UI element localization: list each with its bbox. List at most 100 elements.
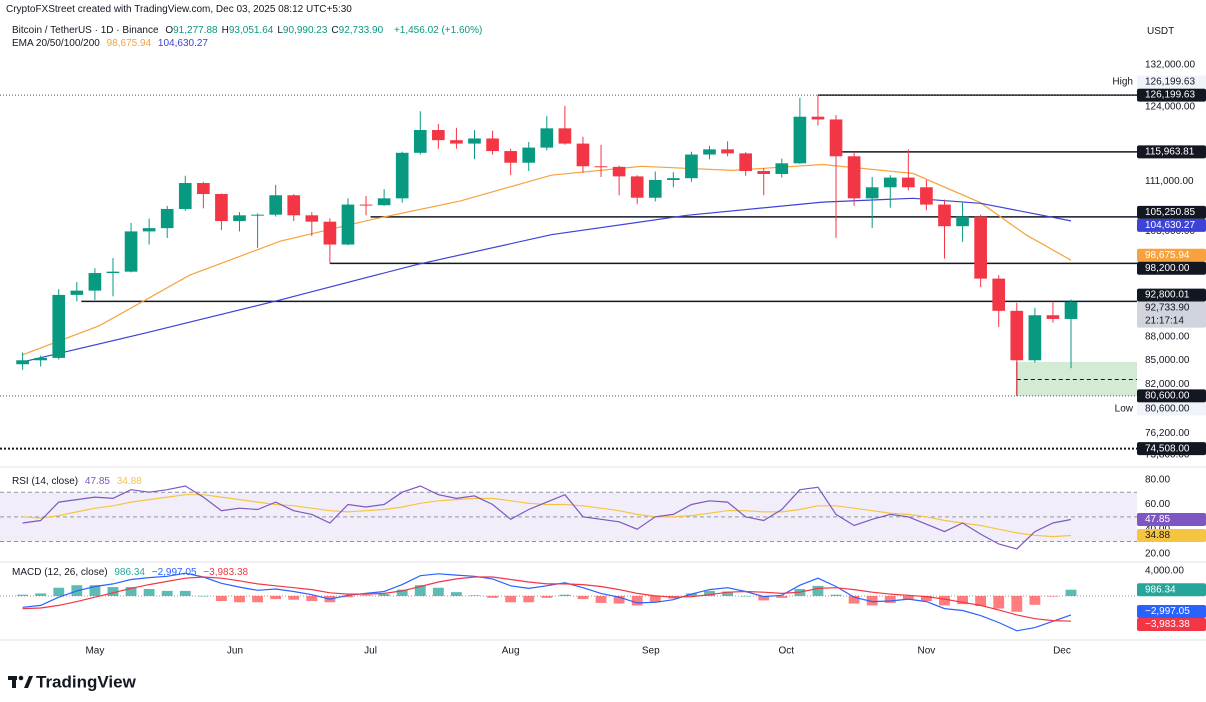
candle-body — [359, 204, 373, 206]
price-label: 105,250.85 — [1145, 207, 1195, 218]
price-label-box — [1137, 442, 1206, 456]
price-label-box — [1137, 288, 1206, 302]
candle-body — [793, 116, 807, 164]
candle-body — [1028, 315, 1042, 361]
signal-value-label: −3,983.38 — [1145, 619, 1190, 630]
candle-body — [142, 228, 156, 232]
extreme-name: Low — [1115, 404, 1134, 415]
y-tick-label: 132,000.00 — [1145, 60, 1195, 71]
macd-histogram-bar — [595, 595, 607, 603]
macd-histogram-bar — [957, 595, 968, 605]
macd-histogram-bar — [902, 595, 914, 600]
macd-histogram-bar — [360, 595, 372, 596]
macd-tick-label: 4,000.00 — [1145, 565, 1184, 576]
macd-histogram-bar — [197, 595, 209, 597]
candle-body — [576, 143, 590, 167]
candle-body — [703, 149, 716, 155]
ohlc-key: H — [221, 25, 229, 36]
ema-value: 98,675.94 — [106, 38, 152, 49]
y-tick-label: 73,800.00 — [1145, 450, 1190, 461]
macd-histogram-bar — [161, 590, 173, 596]
y-tick-label: 85,000.00 — [1145, 355, 1190, 366]
rsi-ma-label: 34.88 — [1145, 530, 1170, 541]
rsi-value: 47.85 — [84, 476, 110, 487]
macd-histogram-bar — [89, 585, 101, 596]
ohlc: O91,277.88 H93,051.64 L90,990.23 C92,733.90 — [165, 25, 387, 36]
ohlc-key: L — [277, 25, 283, 36]
candle-body — [974, 216, 987, 279]
credit: CryptoFXStreet created with TradingView.… — [6, 4, 352, 15]
macd-histogram-bar — [125, 587, 137, 596]
candle-body — [739, 153, 752, 172]
rsi-ma-box — [1137, 528, 1206, 542]
candle-body — [486, 138, 499, 152]
candle-body — [558, 128, 572, 144]
candle-body — [88, 273, 102, 291]
candle-body — [847, 156, 861, 199]
macd-histogram-bar — [649, 595, 661, 603]
macd-histogram-bar — [179, 590, 191, 596]
candle-body — [377, 198, 391, 206]
macd-histogram-bar — [631, 595, 643, 606]
candle-body — [504, 151, 517, 163]
candle-body — [757, 171, 771, 174]
currency: USDT — [1147, 26, 1175, 37]
candle-body — [667, 178, 680, 180]
price-label: 80,600.00 — [1145, 391, 1190, 402]
candle-body — [16, 360, 29, 365]
macd-histogram-bar — [1029, 595, 1041, 605]
macd-histogram-bar — [216, 595, 227, 602]
rsi-line — [22, 485, 1072, 550]
extreme-label-box — [1137, 75, 1206, 89]
symbol-row: Bitcoin / TetherUS · 1D · Binance O91,27… — [12, 25, 486, 36]
candle-body — [269, 195, 282, 215]
ema-label: EMA 20/50/100/200 — [12, 38, 100, 49]
extreme-label-box — [1137, 402, 1206, 416]
macd-histogram-bar — [740, 595, 752, 597]
candle-body — [902, 177, 915, 188]
macd-histogram-bar — [1065, 589, 1077, 596]
ohlc-value: 93,051.64 — [228, 25, 274, 36]
price-label: 115,963.81 — [1145, 146, 1195, 157]
macd-histogram-bar — [17, 594, 29, 596]
x-tick-label: Sep — [642, 646, 660, 657]
macd-histogram-bar — [1011, 595, 1023, 612]
ema-row: EMA 20/50/100/200 98,675.94 104,630.27 — [12, 38, 212, 49]
x-tick-label: Nov — [918, 646, 936, 657]
candle-body — [721, 149, 734, 154]
candle-body — [323, 221, 337, 245]
macd-histogram-bar — [306, 595, 318, 602]
macd-histogram-bar — [432, 587, 444, 596]
macd-histogram-bar — [722, 591, 733, 596]
macd-histogram-bar — [523, 595, 535, 603]
candle-body — [775, 163, 789, 174]
candle-body — [865, 187, 879, 199]
price-label-box — [1137, 145, 1206, 159]
macd-histogram-bar — [451, 592, 462, 596]
macd-histogram-bar — [776, 595, 788, 598]
candle-body — [594, 166, 608, 168]
candle-body — [34, 357, 47, 361]
macd-histogram-bar — [288, 595, 300, 600]
macd-histogram-bar — [848, 595, 860, 604]
price-label: 92,800.01 — [1145, 290, 1190, 301]
candle-body — [522, 147, 536, 163]
price-label: 74,508.00 — [1145, 443, 1190, 454]
macd-value-box — [1137, 605, 1206, 619]
x-tick-label: Dec — [1053, 646, 1071, 657]
rsi-value-label: 47.85 — [1145, 514, 1170, 525]
macd-histogram-bar — [107, 587, 119, 596]
candle-body — [938, 204, 951, 227]
y-tick-label: 82,000.00 — [1145, 379, 1190, 390]
signal-value-box — [1137, 618, 1206, 632]
macd-histogram-bar — [884, 595, 896, 603]
macd-histogram-bar — [830, 594, 842, 596]
extreme-label: 80,600.00 — [1145, 404, 1190, 415]
price-label-box — [1137, 389, 1206, 403]
candle-body — [106, 271, 120, 274]
rsi-tick-label: 60.00 — [1145, 499, 1170, 510]
rsi-value-box — [1137, 513, 1206, 526]
ohlc-key: C — [331, 25, 339, 36]
x-tick-label: Aug — [502, 646, 520, 657]
